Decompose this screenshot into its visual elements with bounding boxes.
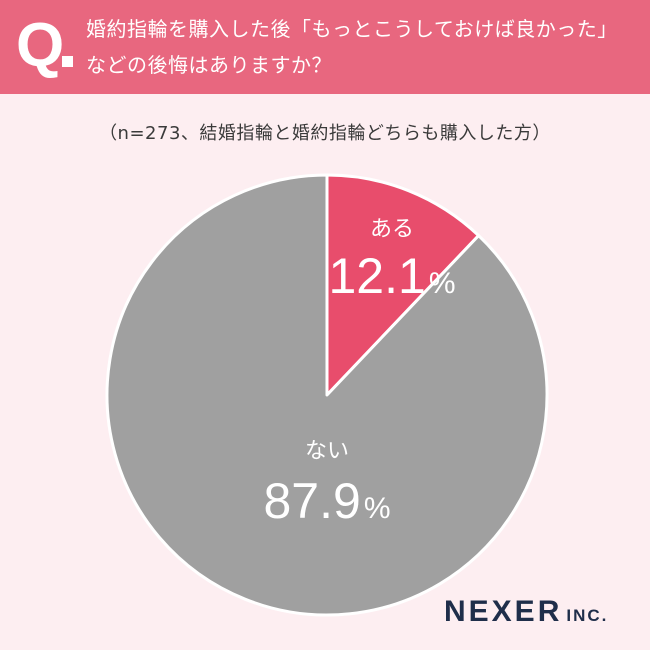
slice-category-label-2: ない [305, 439, 349, 464]
question-header: Q 婚約指輪を購入した後「もっとこうしておけば良かった」 などの後悔はありますか… [0, 0, 650, 94]
logo-main: NEXER [444, 595, 563, 628]
slice-category-label-1: ある [370, 217, 414, 242]
pie-slice-1 [325, 173, 481, 397]
nexer-logo: NEXER INC. [444, 595, 608, 629]
slice-value-label-2: 87.9% [263, 473, 390, 529]
logo-suffix: INC. [566, 606, 609, 625]
question-line-1: 婚約指輪を購入した後「もっとこうしておけば良かった」 [86, 17, 618, 41]
pie-slice-2 [105, 173, 549, 617]
q-mark: Q [16, 11, 65, 80]
slice-value-label-1: 12.1% [328, 248, 455, 304]
question-text: 婚約指輪を購入した後「もっとこうしておけば良かった」 などの後悔はありますか？ [86, 11, 646, 83]
q-dot [62, 56, 73, 67]
sample-subtitle: （n=273、結婚指輪と婚約指輪どちらも購入した方） [99, 123, 551, 144]
question-line-2: などの後悔はありますか？ [86, 53, 332, 77]
